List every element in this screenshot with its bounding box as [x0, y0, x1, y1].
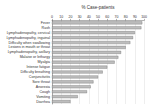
- svg-text:Difficulty breathing: Difficulty breathing: [21, 70, 51, 74]
- svg-text:Anorexia: Anorexia: [36, 85, 50, 89]
- svg-text:70: 70: [115, 15, 119, 19]
- svg-text:Myalgia: Myalgia: [38, 60, 50, 64]
- svg-text:Fever: Fever: [41, 21, 51, 25]
- svg-text:Lymphadenopathy, inguinal: Lymphadenopathy, inguinal: [6, 36, 50, 40]
- svg-text:Conjunctivitis: Conjunctivitis: [29, 75, 50, 79]
- svg-text:90: 90: [133, 15, 137, 19]
- svg-text:Vomiting: Vomiting: [36, 95, 50, 99]
- svg-text:Malaise or lethargy: Malaise or lethargy: [20, 55, 51, 59]
- svg-text:Intense fatigue: Intense fatigue: [26, 65, 50, 69]
- svg-text:30: 30: [78, 15, 82, 19]
- svg-text:40: 40: [87, 15, 91, 19]
- svg-text:0: 0: [51, 15, 53, 19]
- svg-text:10: 10: [59, 15, 63, 19]
- svg-text:Diarrhea: Diarrhea: [36, 100, 50, 104]
- svg-text:Cough: Cough: [39, 90, 50, 94]
- svg-text:Lesions in mouth or throat: Lesions in mouth or throat: [8, 45, 50, 49]
- svg-text:Lymphadenopathy, cervical: Lymphadenopathy, cervical: [7, 31, 51, 35]
- svg-text:60: 60: [105, 15, 109, 19]
- svg-text:100: 100: [141, 15, 147, 19]
- svg-text:Lymphadenopathy, axillary: Lymphadenopathy, axillary: [8, 50, 51, 54]
- svg-text:Sore throat: Sore throat: [32, 80, 50, 84]
- svg-text:20: 20: [68, 15, 72, 19]
- svg-text:Difficulty when swallowing: Difficulty when swallowing: [9, 41, 50, 45]
- svg-text:Rash: Rash: [42, 26, 50, 30]
- svg-text:50: 50: [96, 15, 100, 19]
- svg-text:80: 80: [124, 15, 128, 19]
- svg-text:% Case-patients: % Case-patients: [82, 5, 116, 10]
